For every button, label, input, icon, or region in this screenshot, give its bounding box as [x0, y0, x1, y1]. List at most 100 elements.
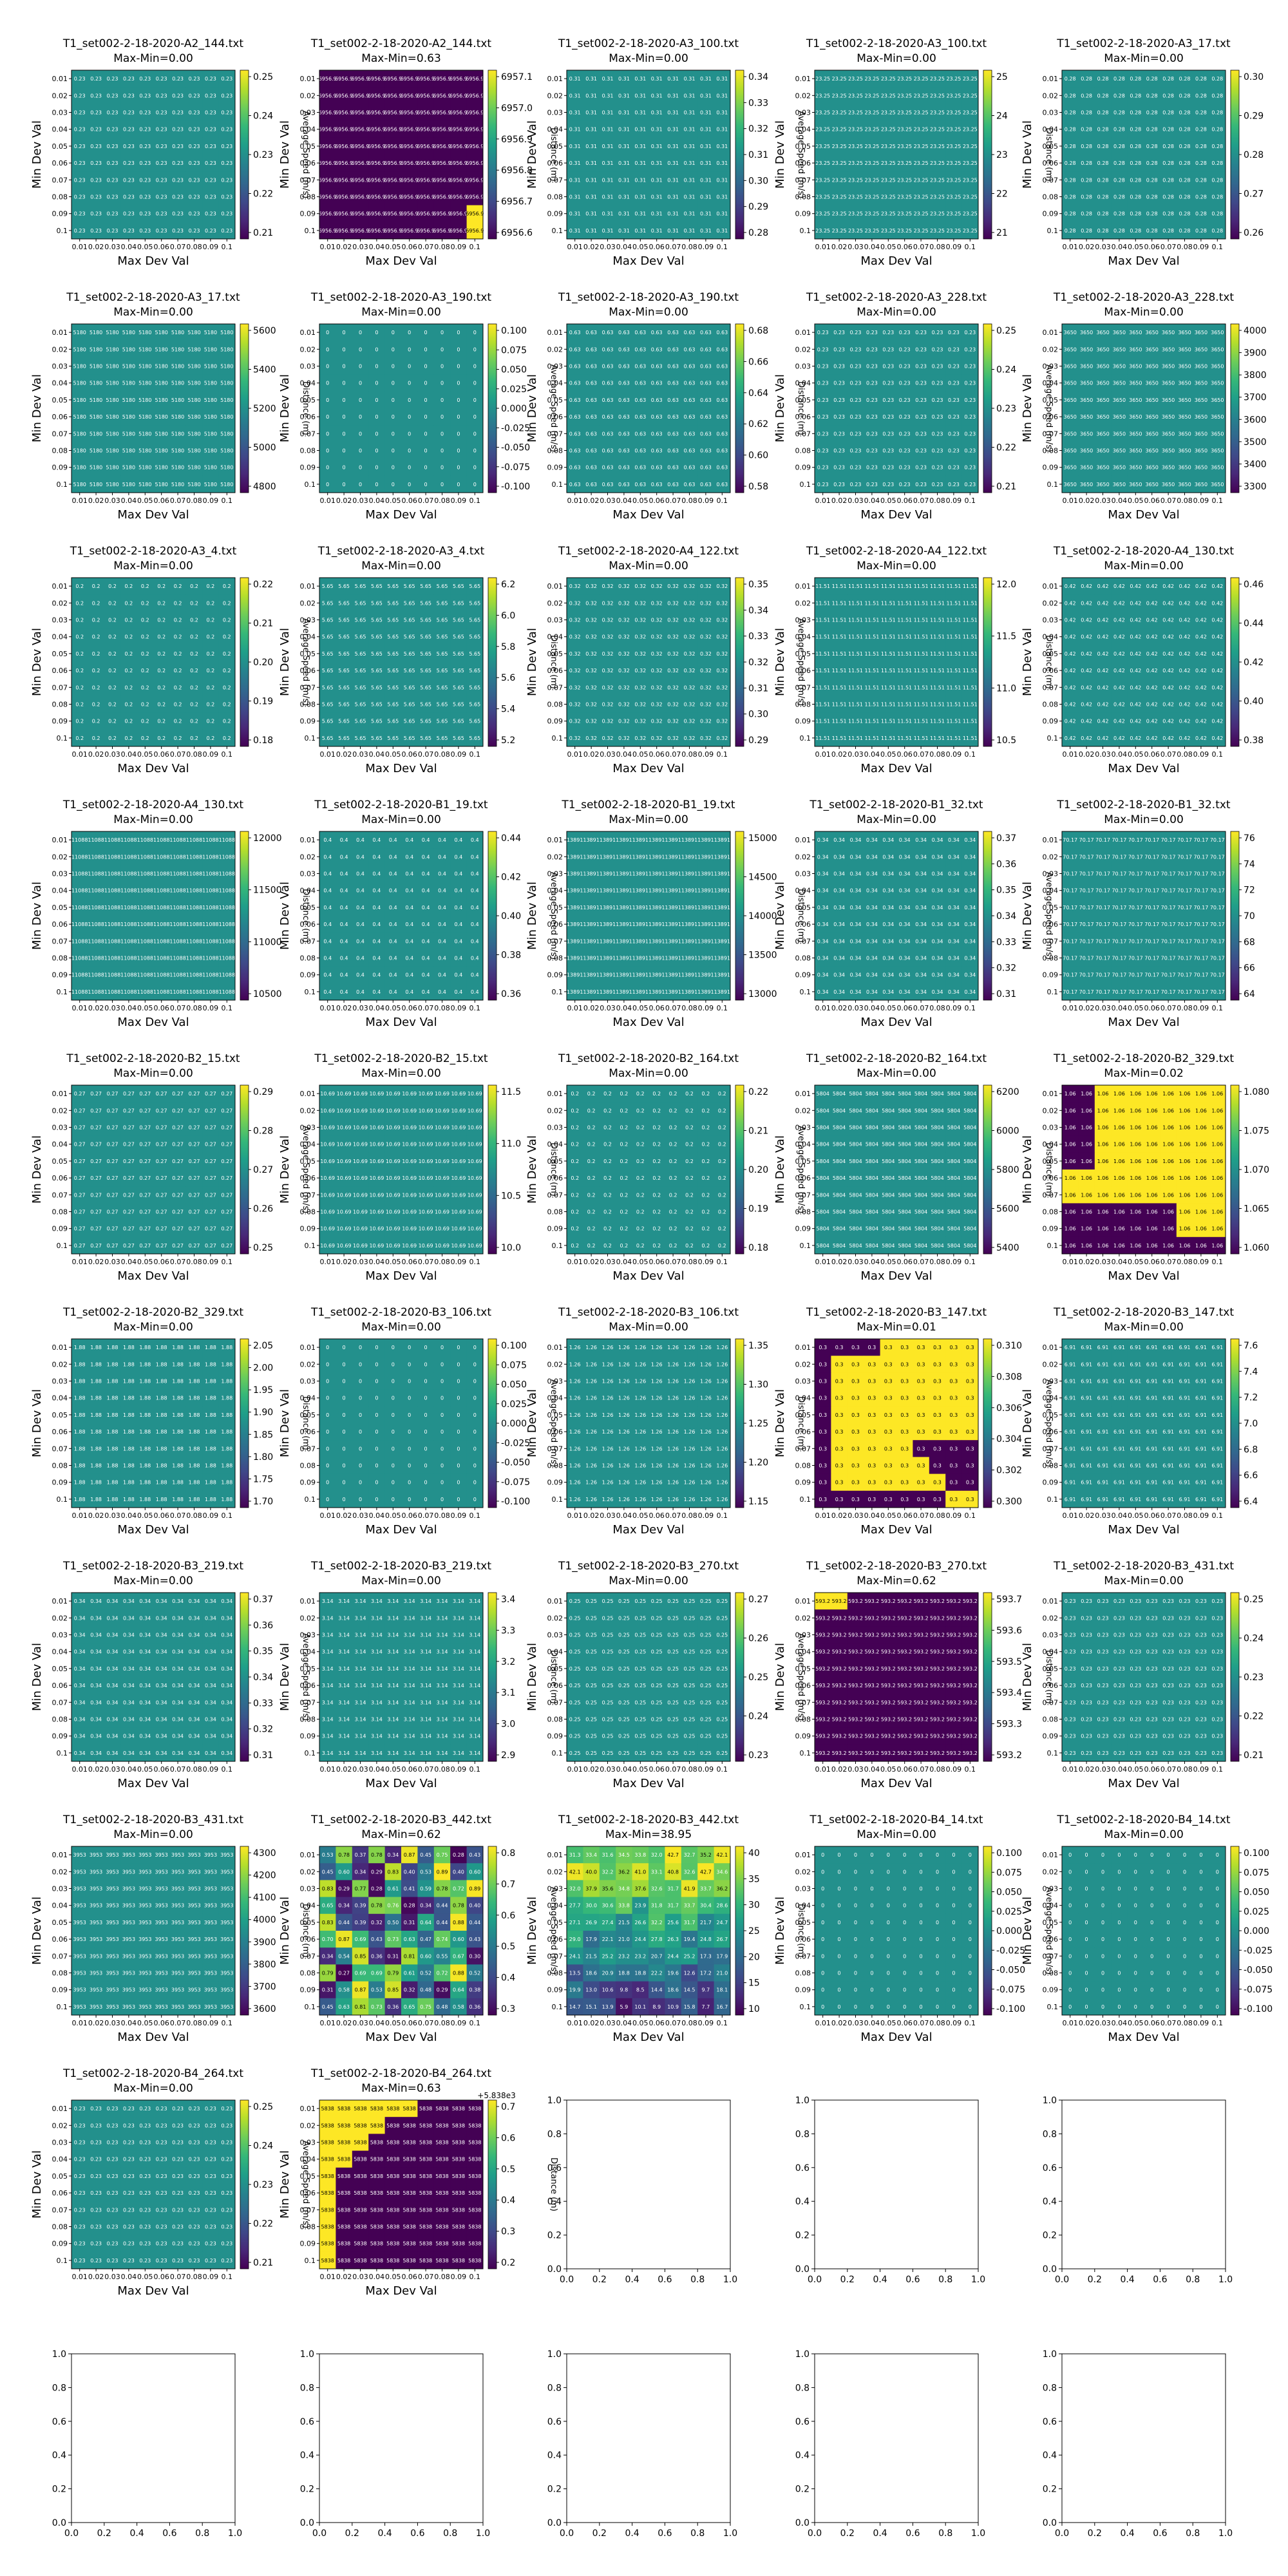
cell-value-label: 0.28 [1065, 127, 1076, 133]
cell-value-label: 0.42 [1179, 600, 1191, 606]
cell-value-label: 11.51 [848, 685, 863, 690]
cell-value-label: 13891 [681, 854, 697, 860]
cell-value-label: 0.23 [156, 110, 167, 116]
cell-value-label: 0.32 [684, 668, 696, 674]
colorbar-label: Distance (m) [796, 381, 806, 435]
x-tick-label: 0.05 [1128, 243, 1144, 251]
cell-value-label: 0.2 [207, 685, 215, 690]
cell-value-label: 0 [359, 482, 362, 488]
cell-value-label: 11088 [137, 905, 153, 911]
cell-value-label: 0.23 [964, 330, 976, 336]
x-tick-label: 0.07 [913, 243, 929, 251]
x-tick-label: 0.1 [469, 750, 481, 759]
cell-value-label: 11.51 [914, 702, 929, 708]
cell-value-label: 0.23 [915, 364, 927, 370]
colorbar-tick-label: 3700 [1244, 393, 1267, 403]
heatmap-cell [352, 87, 369, 104]
cell-value-label: 0.63 [634, 448, 646, 454]
cell-value-label: 11088 [153, 972, 169, 978]
cell-value-label: 11088 [71, 837, 88, 843]
cell-value-label: 11.51 [963, 618, 978, 623]
cell-value-label: 6956.9 [450, 228, 468, 234]
heatmap-cell [71, 155, 88, 172]
heatmap-cell [417, 155, 435, 172]
cell-value-label: 3650 [1162, 414, 1175, 420]
cell-value-label: 3650 [1162, 448, 1175, 454]
cell-value-label: 5180 [106, 397, 118, 403]
cell-value-label: 5.65 [420, 668, 431, 674]
cell-value-label: 0.4 [323, 837, 332, 843]
cell-value-label: 0.28 [1113, 160, 1125, 166]
colorbar [735, 323, 744, 493]
cell-value-label: 0.63 [651, 431, 663, 437]
x-tick-label: 0.02 [583, 497, 600, 505]
cell-value-label: 0.31 [684, 160, 696, 166]
cell-value-label: 0.23 [221, 144, 232, 149]
cell-value-label: 0.63 [716, 414, 728, 420]
cell-value-label: 6956.9 [368, 160, 386, 166]
cell-value-label: 6956.9 [417, 228, 435, 234]
cell-value-label: 0.2 [108, 651, 117, 657]
colorbar-tick-label: 3900 [1244, 348, 1267, 359]
cell-value-label: 5180 [90, 397, 102, 403]
y-tick-label: 0.05 [300, 650, 316, 658]
x-tick-label: 0.06 [401, 750, 417, 759]
cell-value-label: 6956.9 [466, 177, 484, 183]
cell-value-label: 0.23 [850, 330, 862, 336]
cell-value-label: 0.4 [405, 888, 413, 894]
cell-value-label: 0.31 [618, 194, 630, 200]
cell-value-label: 5180 [73, 397, 86, 403]
cell-value-label: 11.51 [963, 583, 978, 589]
cell-value-label: 6956.9 [368, 127, 386, 133]
cell-value-label: 3650 [1211, 448, 1224, 454]
heatmap-cell [169, 155, 187, 172]
cell-value-label: 0.31 [667, 211, 679, 217]
cell-value-label: 13891 [616, 938, 632, 944]
cell-value-label: 11.51 [881, 634, 896, 640]
colorbar [1230, 323, 1240, 493]
cell-value-label: 11088 [186, 989, 202, 995]
cell-value-label: 11088 [137, 938, 153, 944]
cell-value-label: 23.25 [897, 93, 912, 99]
cell-value-label: 0.34 [850, 905, 862, 911]
colorbar-tick-label: 5600 [253, 326, 276, 336]
cell-value-label: 23.25 [930, 110, 945, 116]
x-tick-label: 0.01 [567, 243, 583, 251]
cell-value-label: 0.31 [585, 93, 597, 99]
cell-value-label: 6956.9 [401, 194, 419, 200]
cell-value-label: 0.32 [569, 702, 581, 708]
cell-value-label: 0.23 [899, 414, 911, 420]
cell-value-label: 3650 [1146, 381, 1159, 386]
cell-value-label: 13891 [583, 956, 599, 961]
cell-value-label: 0.63 [667, 465, 679, 471]
cell-value-label: 0.32 [585, 735, 597, 741]
heatmap-cell [202, 222, 219, 240]
cell-value-label: 0.23 [205, 160, 216, 166]
cell-value-label: 0 [359, 448, 362, 454]
x-axis-label: Max Dev Val [612, 762, 684, 775]
cell-value-label: 3650 [1211, 397, 1224, 403]
cell-value-label: 5180 [171, 364, 184, 370]
cell-value-label: 0.34 [899, 972, 911, 978]
cell-value-label: 0.2 [125, 719, 133, 724]
cell-value-label: 0.23 [866, 414, 878, 420]
cell-value-label: 0.4 [340, 989, 348, 995]
cell-value-label: 70.17 [1063, 871, 1077, 877]
cell-value-label: 0.2 [92, 685, 100, 690]
cell-value-label: 3650 [1096, 364, 1109, 370]
heatmap-cell [384, 171, 402, 189]
cell-value-label: 0 [457, 465, 460, 471]
cell-value-label: 0.28 [1081, 144, 1092, 149]
cell-value-label: 0.28 [1130, 127, 1141, 133]
heatmap-cell [104, 70, 121, 88]
cell-value-label: 11.51 [881, 583, 896, 589]
cell-value-label: 0.2 [174, 634, 182, 640]
cell-value-label: 0.2 [125, 634, 133, 640]
colorbar-label: Distance (m) [1044, 128, 1054, 182]
cell-value-label: 23.25 [897, 76, 912, 82]
x-tick-label: 0.09 [698, 243, 714, 251]
cell-value-label: 0.4 [438, 871, 446, 877]
cell-value-label: 0.32 [667, 583, 679, 589]
heatmap-cell [336, 120, 353, 138]
cell-value-label: 0.23 [123, 76, 135, 82]
